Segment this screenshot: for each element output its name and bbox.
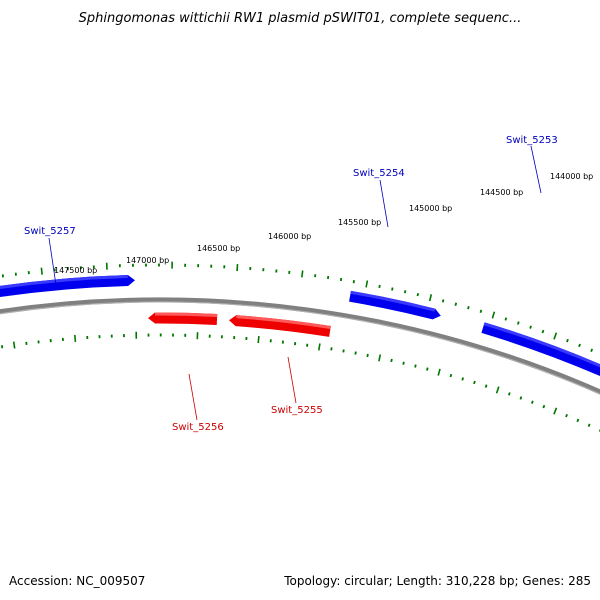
scale-label: 146000 bp [268, 232, 311, 241]
length-label: Length: [396, 574, 442, 588]
minor-tick [530, 400, 534, 404]
major-tick [301, 270, 304, 278]
accession-info: Accession: NC_009507 [9, 574, 145, 588]
minor-tick [566, 338, 569, 343]
gene-swit-5253 [481, 322, 600, 377]
sequence-summary: Topology: circular; Length: 310,228 bp; … [284, 574, 591, 588]
scale-label: 147000 bp [126, 256, 169, 265]
gene-swit-5257 [0, 274, 135, 298]
genes-label: Genes: [522, 574, 565, 588]
gene-swit-5253-shade [483, 322, 600, 368]
minor-tick [426, 367, 429, 371]
gene-swit-5254 [349, 290, 441, 320]
major-tick [40, 267, 43, 275]
major-tick [318, 343, 321, 351]
minor-tick [519, 396, 523, 400]
gene-label-leaders [48, 145, 542, 421]
minor-tick [390, 358, 393, 363]
scale-label: 145000 bp [409, 204, 452, 213]
gene-label-swit-5255[interactable]: Swit_5255 [271, 405, 323, 416]
scale-labels: 144000 bp 144500 bp 145000 bp 145500 bp … [54, 172, 593, 275]
minor-tick [441, 299, 445, 303]
minor-tick [565, 413, 568, 418]
gene-swit-5255-shade [236, 315, 331, 329]
genes-value: 285 [568, 574, 591, 588]
major-tick [437, 368, 441, 376]
minor-tick [342, 349, 345, 353]
gene-label-swit-5253[interactable]: Swit_5253 [506, 135, 558, 146]
gene-swit-5256-shade [154, 312, 218, 318]
minor-tick [467, 306, 470, 310]
minor-tick [504, 317, 508, 321]
gene-swit-5257-shade [0, 274, 128, 290]
minor-tick [473, 380, 476, 385]
major-tick [365, 280, 369, 288]
scale-label: 144500 bp [480, 188, 523, 197]
minor-tick [352, 280, 355, 284]
minor-tick [590, 348, 594, 353]
gene-label-swit-5254[interactable]: Swit_5254 [353, 168, 405, 179]
major-tick [257, 336, 260, 344]
major-tick [553, 332, 558, 340]
leader-swit-5256 [188, 373, 198, 421]
major-tick [12, 341, 16, 349]
minor-tick [507, 392, 511, 396]
minor-tick [541, 329, 545, 334]
minor-tick [414, 364, 417, 368]
scale-label: 144000 bp [550, 172, 593, 181]
minor-tick [542, 404, 546, 409]
minor-tick [578, 343, 581, 348]
minor-tick [330, 347, 333, 351]
gene-swit-5254-shade [350, 290, 436, 312]
minor-tick [391, 287, 394, 291]
scale-label: 146500 bp [197, 244, 240, 253]
gene-swit-5255 [229, 315, 331, 337]
minor-tick [403, 290, 407, 294]
gene-label-swit-5257[interactable]: Swit_5257 [24, 226, 76, 237]
gene-labels[interactable]: Swit_5253 Swit_5254 Swit_5257 Swit_5255 … [24, 135, 558, 433]
leader-swit-5255 [287, 356, 297, 404]
plasmid-backbone [0, 297, 600, 395]
minor-tick [416, 292, 420, 297]
outer-tick-ring [1, 261, 594, 353]
leader-swit-5254 [379, 179, 389, 228]
accession-value: NC_009507 [76, 574, 146, 588]
minor-tick [454, 302, 458, 306]
minor-tick [354, 351, 357, 355]
backbone-highlight [0, 301, 600, 395]
length-value: 310,228 bp [445, 574, 515, 588]
minor-tick [484, 384, 488, 388]
gene-label-swit-5256[interactable]: Swit_5256 [172, 422, 224, 433]
minor-tick [449, 373, 453, 378]
inner-tick-ring [1, 331, 600, 432]
topology-value: circular [344, 574, 389, 588]
leader-swit-5253 [530, 145, 542, 194]
minor-tick [402, 361, 405, 365]
gene-features [0, 274, 600, 377]
minor-tick [378, 284, 381, 289]
leader-swit-5257 [48, 237, 57, 286]
minor-tick [479, 309, 483, 314]
major-tick [553, 407, 558, 415]
minor-tick [529, 325, 532, 329]
major-tick [428, 294, 433, 302]
backbone-arc [0, 297, 600, 395]
minor-tick [576, 418, 580, 423]
minor-tick [461, 377, 464, 381]
major-tick [491, 311, 496, 319]
minor-tick [587, 423, 591, 427]
major-tick [74, 334, 77, 342]
scale-label: 145500 bp [338, 218, 381, 227]
minor-tick [516, 321, 520, 325]
major-tick [495, 386, 500, 394]
topology-label: Topology: [284, 574, 341, 588]
accession-label: Accession: [9, 574, 73, 588]
scale-label: 147500 bp [54, 266, 97, 275]
major-tick [378, 354, 382, 362]
minor-tick [366, 353, 369, 358]
map-title: Sphingomonas wittichii RW1 plasmid pSWIT… [78, 11, 522, 26]
